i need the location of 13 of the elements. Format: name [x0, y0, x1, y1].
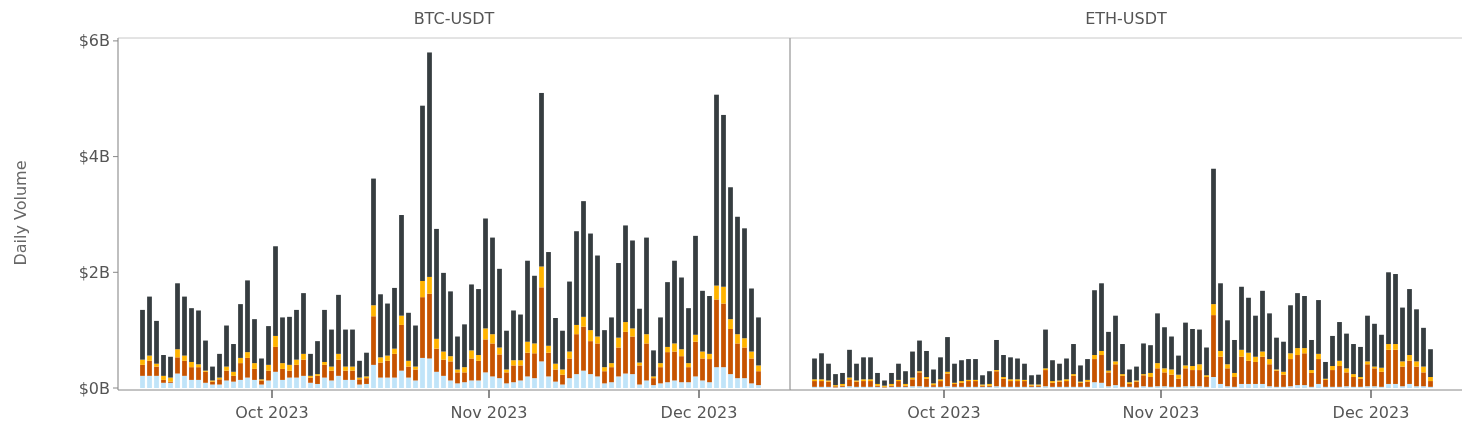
x-tick-label: Dec 2023 [660, 403, 738, 422]
chart-title: ETH-USDT [1085, 9, 1168, 28]
y-tick-label: $6B [78, 31, 110, 51]
y-tick-label: $2B [78, 262, 110, 282]
x-tick-label: Nov 2023 [450, 403, 528, 422]
y-tick-label: $4B [78, 147, 110, 167]
x-tick-label: Nov 2023 [1122, 403, 1200, 422]
y-axis-title: Daily Volume [11, 160, 30, 266]
x-tick-label: Oct 2023 [907, 403, 981, 422]
y-tick-label: $0B [78, 378, 110, 398]
x-tick-label: Oct 2023 [235, 403, 309, 422]
x-tick-label: Dec 2023 [1332, 403, 1410, 422]
chart-title: BTC-USDT [413, 9, 495, 28]
